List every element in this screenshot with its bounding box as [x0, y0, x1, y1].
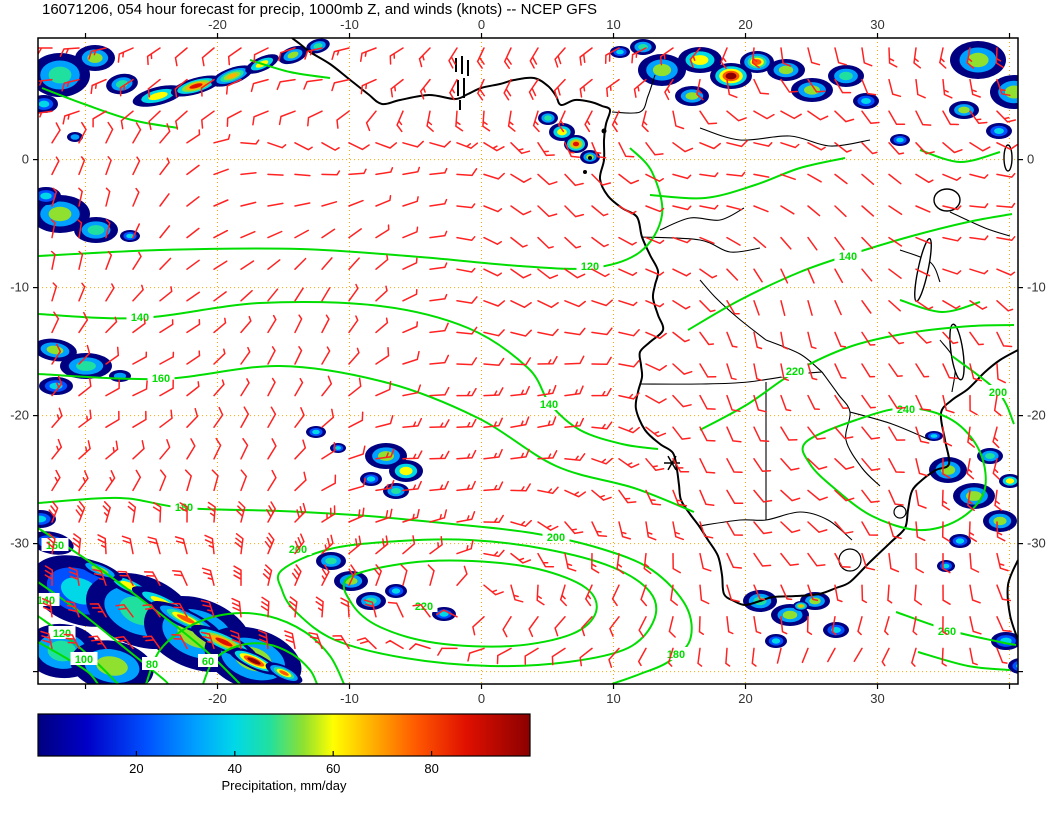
precipitation-colorbar: 20 40 60 80 Precipitation, mm/day [37, 713, 531, 793]
colorbar-gradient-bar [37, 713, 531, 757]
svg-text:200: 200 [547, 532, 565, 544]
svg-text:80: 80 [146, 659, 158, 671]
svg-text:10: 10 [606, 17, 620, 32]
lonlat-gridlines [38, 38, 1018, 684]
svg-text:220: 220 [786, 366, 804, 378]
svg-text:0: 0 [22, 152, 29, 167]
svg-text:80: 80 [424, 761, 438, 776]
wind-barbs-layer [38, 47, 1018, 668]
svg-text:140: 140 [540, 399, 558, 411]
svg-text:30: 30 [870, 17, 884, 32]
svg-text:240: 240 [897, 404, 915, 416]
svg-text:-30: -30 [10, 536, 29, 551]
svg-text:140: 140 [839, 251, 857, 263]
svg-text:10: 10 [606, 691, 620, 706]
axis-ticks-and-labels: -20 -20 -10 -10 0 0 10 10 20 20 30 30 0 0 -10 -10 -20 -20… [10, 17, 1046, 706]
svg-text:-10: -10 [340, 691, 359, 706]
svg-text:-20: -20 [208, 17, 227, 32]
svg-text:160: 160 [46, 540, 64, 552]
precipitation-shading-layer [38, 38, 1018, 684]
svg-text:120: 120 [53, 628, 71, 640]
svg-text:220: 220 [415, 601, 433, 613]
svg-text:30: 30 [870, 691, 884, 706]
svg-text:40: 40 [228, 761, 242, 776]
svg-text:0: 0 [1027, 152, 1034, 167]
svg-text:200: 200 [989, 387, 1007, 399]
svg-text:140: 140 [131, 312, 149, 324]
svg-text:160: 160 [152, 373, 170, 385]
svg-text:-20: -20 [10, 408, 29, 423]
colorbar-ticks: 20 40 60 80 [129, 751, 439, 776]
svg-text:60: 60 [202, 656, 214, 668]
svg-text:100: 100 [75, 654, 93, 666]
svg-text:-10: -10 [340, 17, 359, 32]
svg-text:0: 0 [478, 691, 485, 706]
svg-text:-20: -20 [1027, 408, 1046, 423]
colorbar-label: Precipitation, mm/day [222, 778, 347, 793]
svg-text:-10: -10 [1027, 280, 1046, 295]
svg-text:260: 260 [938, 626, 956, 638]
svg-text:20: 20 [738, 17, 752, 32]
chart-title: 16071206, 054 hour forecast for precip, … [42, 1, 597, 18]
coastlines-and-borders-layer [291, 38, 1018, 641]
svg-text:20: 20 [129, 761, 143, 776]
svg-text:0: 0 [478, 17, 485, 32]
plot-frame [37, 37, 1019, 685]
svg-text:-20: -20 [208, 691, 227, 706]
svg-text:180: 180 [175, 502, 193, 514]
svg-text:60: 60 [326, 761, 340, 776]
svg-text:-30: -30 [1027, 536, 1046, 551]
svg-text:140: 140 [37, 595, 55, 607]
svg-text:-10: -10 [10, 280, 29, 295]
svg-text:20: 20 [738, 691, 752, 706]
